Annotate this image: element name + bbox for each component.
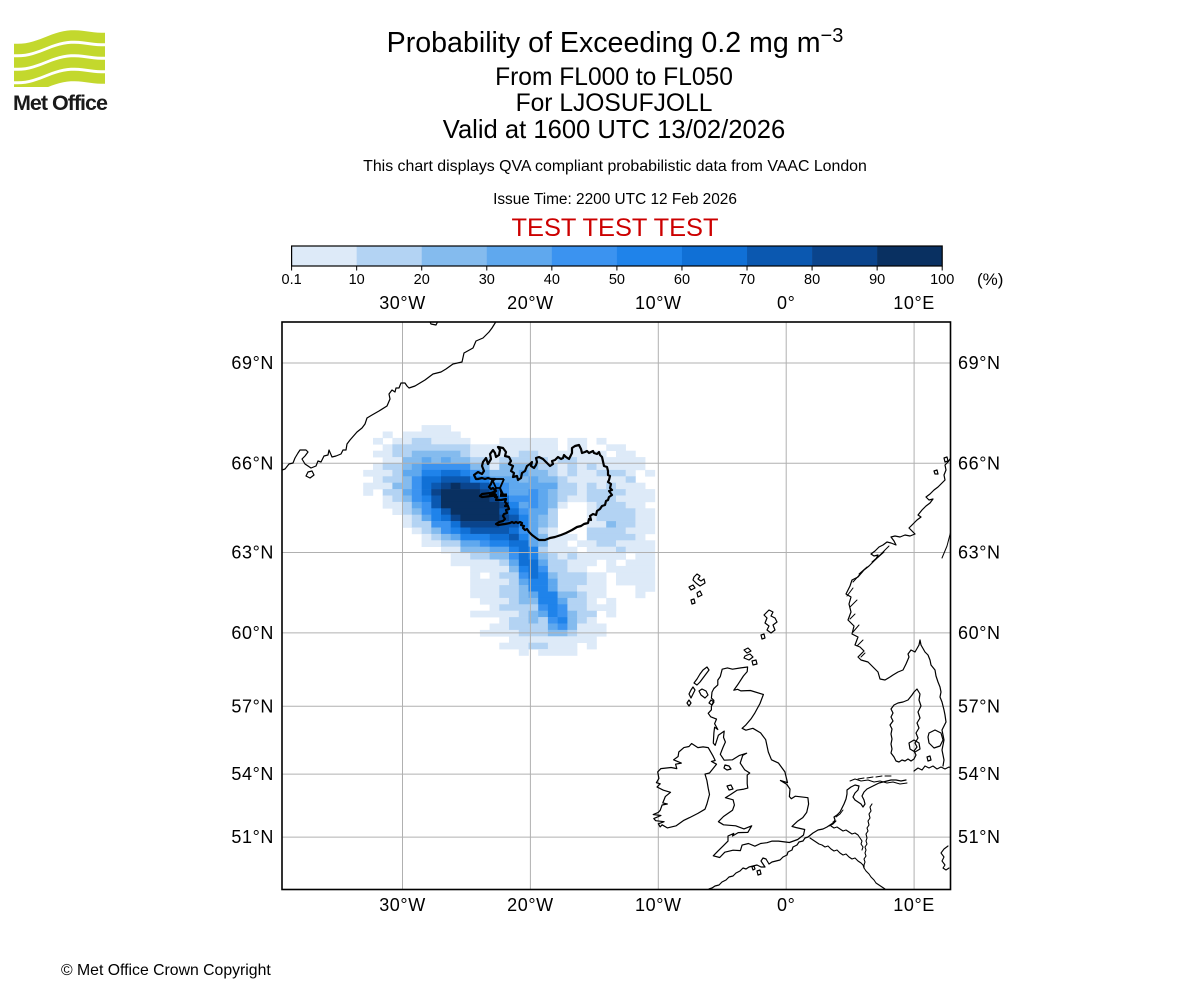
svg-text:0.1: 0.1 bbox=[282, 272, 302, 288]
svg-text:60°N: 60°N bbox=[231, 623, 274, 643]
svg-text:100: 100 bbox=[930, 272, 954, 288]
svg-text:57°N: 57°N bbox=[231, 696, 274, 716]
svg-text:From FL000 to FL050: From FL000 to FL050 bbox=[495, 64, 733, 91]
svg-text:30°W: 30°W bbox=[379, 293, 426, 313]
svg-text:40: 40 bbox=[544, 272, 560, 288]
svg-text:This chart displays QVA compli: This chart displays QVA compliant probab… bbox=[363, 158, 867, 175]
svg-text:10: 10 bbox=[349, 272, 365, 288]
svg-text:10°W: 10°W bbox=[635, 293, 682, 313]
svg-text:66°N: 66°N bbox=[958, 453, 1001, 473]
svg-text:51°N: 51°N bbox=[231, 827, 274, 847]
svg-text:Probability of Exceeding 0.2 m: Probability of Exceeding 0.2 mg m−3 bbox=[387, 25, 844, 59]
svg-text:66°N: 66°N bbox=[231, 453, 274, 473]
svg-text:63°N: 63°N bbox=[958, 543, 1001, 563]
svg-text:60°N: 60°N bbox=[958, 623, 1001, 643]
svg-text:50: 50 bbox=[609, 272, 625, 288]
svg-text:TEST TEST TEST: TEST TEST TEST bbox=[512, 214, 719, 242]
svg-text:90: 90 bbox=[869, 272, 885, 288]
svg-text:For LJOSUFJOLL: For LJOSUFJOLL bbox=[516, 90, 713, 117]
svg-text:69°N: 69°N bbox=[958, 353, 1001, 373]
svg-text:30: 30 bbox=[479, 272, 495, 288]
svg-text:54°N: 54°N bbox=[231, 764, 274, 784]
svg-text:© Met Office Crown Copyright: © Met Office Crown Copyright bbox=[61, 962, 271, 979]
svg-text:57°N: 57°N bbox=[958, 696, 1001, 716]
svg-text:0°: 0° bbox=[777, 895, 795, 915]
svg-text:54°N: 54°N bbox=[958, 764, 1001, 784]
svg-text:51°N: 51°N bbox=[958, 827, 1001, 847]
svg-text:20°W: 20°W bbox=[507, 895, 554, 915]
svg-text:69°N: 69°N bbox=[231, 353, 274, 373]
svg-text:60: 60 bbox=[674, 272, 690, 288]
svg-text:10°W: 10°W bbox=[635, 895, 682, 915]
svg-text:Issue Time: 2200 UTC 12 Feb 20: Issue Time: 2200 UTC 12 Feb 2026 bbox=[493, 191, 737, 208]
svg-text:63°N: 63°N bbox=[231, 543, 274, 563]
svg-text:70: 70 bbox=[739, 272, 755, 288]
svg-text:(%): (%) bbox=[977, 270, 1003, 289]
svg-text:10°E: 10°E bbox=[893, 293, 935, 313]
svg-text:20: 20 bbox=[414, 272, 430, 288]
svg-text:20°W: 20°W bbox=[507, 293, 554, 313]
svg-text:Met Office: Met Office bbox=[13, 91, 108, 115]
svg-text:10°E: 10°E bbox=[893, 895, 935, 915]
svg-text:0°: 0° bbox=[777, 293, 795, 313]
svg-text:Valid at 1600 UTC 13/02/2026: Valid at 1600 UTC 13/02/2026 bbox=[443, 116, 785, 144]
svg-text:80: 80 bbox=[804, 272, 820, 288]
svg-text:30°W: 30°W bbox=[379, 895, 426, 915]
